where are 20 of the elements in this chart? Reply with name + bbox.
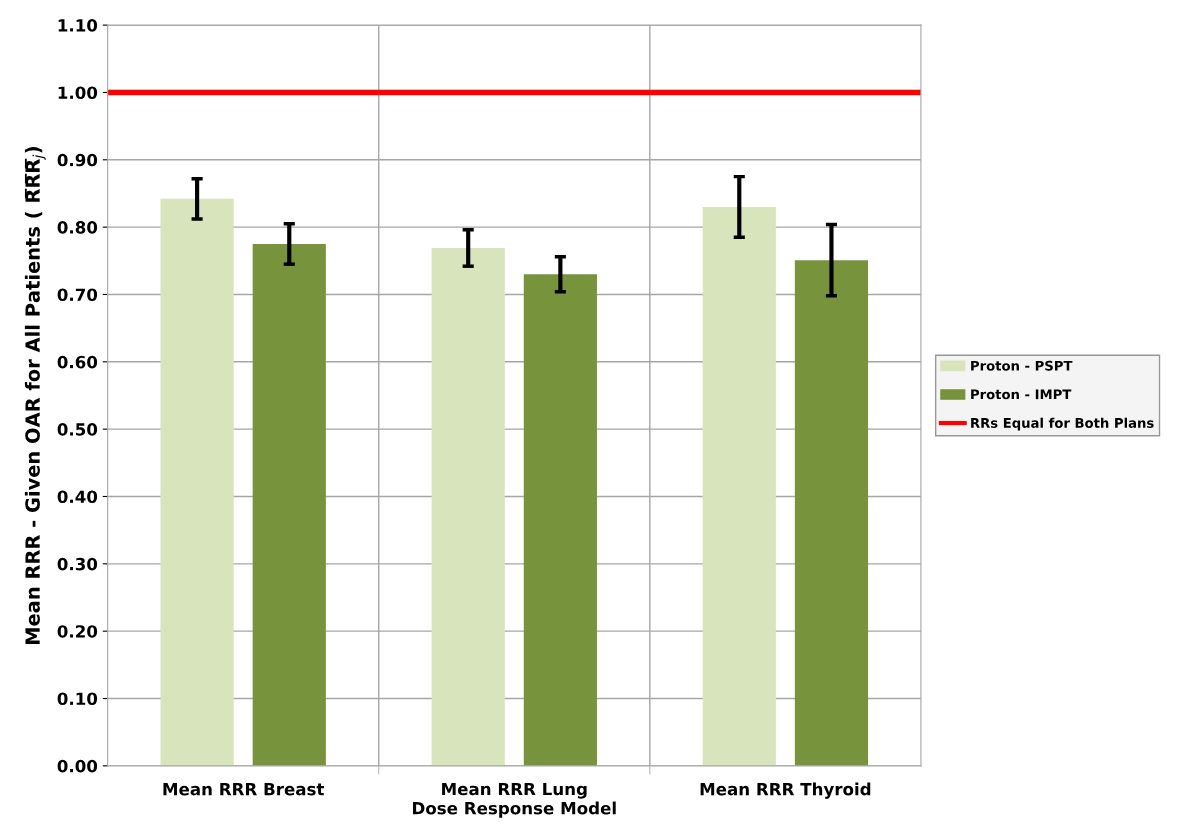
x-axis-title: Dose Response Model [413, 801, 616, 818]
x-tick-label: Mean RRR Thyroid [700, 782, 871, 799]
y-tick-label: 1.10 [58, 19, 98, 32]
y-tick-label: 0.30 [57, 557, 98, 571]
y-axis-title: Mean RRR - Given OAR for All Patients ( R̅R̅R̅$_{j}$) [24, 147, 46, 645]
y-tick-label: 0.10 [57, 692, 98, 706]
y-tick-label: 0.90 [57, 153, 98, 167]
y-tick-label: 0.00 [57, 759, 98, 773]
legend-label: Proton - IMPT [971, 389, 1072, 400]
y-tick-label: 0.40 [57, 490, 98, 504]
x-tick-label: Mean RRR Lung [442, 782, 587, 799]
y-tick-label: 0.20 [57, 625, 98, 638]
y-tick-label: 0.80 [57, 221, 98, 234]
y-tick-label: 0.70 [57, 288, 98, 302]
legend-label: RRs Equal for Both Plans [971, 417, 1154, 431]
y-tick-label: 0.60 [57, 355, 98, 369]
y-tick-label: 0.50 [57, 423, 98, 436]
legend-label: Proton - PSPT [971, 360, 1073, 371]
y-tick-label: 1.00 [58, 86, 98, 100]
x-tick-label: Mean RRR Breast [163, 783, 325, 796]
